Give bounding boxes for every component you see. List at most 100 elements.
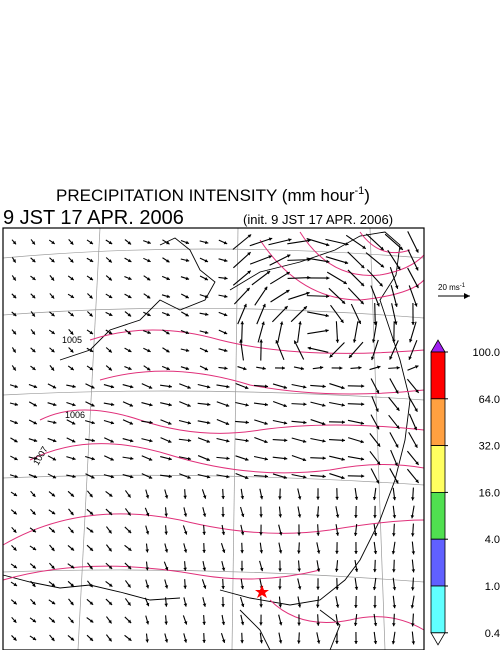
wind-vector-head xyxy=(392,569,396,572)
wind-vector-head xyxy=(145,639,149,642)
wind-vector-head xyxy=(354,605,358,608)
wind-vector-head xyxy=(335,641,339,644)
wind-vector-head xyxy=(361,474,364,478)
wind-vector-head xyxy=(188,421,191,425)
wind-vector-head xyxy=(165,639,168,642)
title: PRECIPITATION INTENSITY (mm hour-1) xyxy=(56,185,370,205)
wind-vector-head xyxy=(412,569,416,572)
wind-vector-head xyxy=(259,514,263,517)
wind-vector-head xyxy=(259,532,263,535)
wind-vector-head xyxy=(221,496,225,499)
location-star xyxy=(255,585,269,598)
wind-vector-head xyxy=(184,603,188,606)
wind-vector xyxy=(258,322,264,343)
wind-vector-head xyxy=(297,641,301,644)
contour-label: 1005 xyxy=(62,335,82,345)
lat-lon-grid xyxy=(3,228,424,650)
wind-vector-head xyxy=(149,439,152,443)
wind-vector xyxy=(308,348,329,353)
wind-vector-head xyxy=(288,238,291,242)
wind-vector-head xyxy=(130,385,133,388)
wind-vector xyxy=(372,340,379,360)
wind-vector-head xyxy=(259,622,263,625)
wind-vector xyxy=(242,321,243,343)
wind-vector xyxy=(250,256,272,264)
wind-vector-head xyxy=(373,605,377,608)
wind-vector xyxy=(408,250,418,271)
wind-vector xyxy=(307,296,329,297)
contour-label: 1007 xyxy=(31,445,50,467)
colorbar-segment xyxy=(431,586,445,633)
wind-vector xyxy=(294,341,303,360)
wind-vector-head xyxy=(354,623,358,626)
wind-vector-head xyxy=(188,439,191,443)
wind-vector-head xyxy=(165,549,168,552)
wind-vector-head xyxy=(323,475,326,479)
wind-vector xyxy=(288,293,309,300)
wind-vector-head xyxy=(164,531,168,534)
wind-vector xyxy=(278,321,282,342)
wind-vector xyxy=(238,304,247,324)
colorbar-segment xyxy=(431,492,445,539)
wind-vector xyxy=(307,330,328,333)
wind-vector-head xyxy=(224,259,227,262)
wind-vector-head xyxy=(149,403,152,406)
colorbar: 100.064.032.016.04.01.00.4 xyxy=(431,340,500,645)
wind-vector-head xyxy=(184,549,187,552)
colorbar-label: 4.0 xyxy=(485,534,500,546)
wind-vector-head xyxy=(316,587,320,590)
wind-vector-head xyxy=(316,623,320,626)
contour-label: 1006 xyxy=(65,410,85,420)
wind-vector-head xyxy=(202,532,206,535)
wind-vector xyxy=(272,306,287,322)
wind-vector xyxy=(287,260,310,261)
colorbar-segment xyxy=(431,446,445,493)
wind-vector-head xyxy=(335,569,339,572)
vector-scale-exponent: -1 xyxy=(460,283,466,289)
wind-vector xyxy=(330,343,345,358)
wind-vector-head xyxy=(326,276,329,280)
wind-vector-head xyxy=(341,457,344,461)
wind-vector xyxy=(257,304,265,324)
wind-vector-head xyxy=(203,513,206,516)
wind-vector xyxy=(375,303,376,325)
wind-vector xyxy=(409,340,417,360)
wind-vector-head xyxy=(392,623,396,626)
wind-vector xyxy=(233,252,250,268)
wind-vector-head xyxy=(207,403,210,407)
wind-vector-head xyxy=(130,439,133,442)
wind-vector-head xyxy=(278,514,282,517)
vector-scale-head xyxy=(464,293,470,299)
wind-vector-head xyxy=(335,587,339,590)
wind-vector xyxy=(298,321,301,342)
wind-vector-head xyxy=(358,366,361,370)
wind-vector-head xyxy=(145,549,149,552)
wind-vector xyxy=(408,231,419,252)
wind-vector xyxy=(354,321,358,342)
wind-vector-head xyxy=(297,568,301,571)
wind-vector-head xyxy=(411,587,415,590)
valid-time: 9 JST 17 APR. 2006 xyxy=(3,207,184,229)
wind-vector-head xyxy=(221,604,225,607)
wind-vector-head xyxy=(397,366,400,370)
wind-vector-head xyxy=(259,604,263,607)
wind-vector-head xyxy=(186,349,189,353)
wind-vector-head xyxy=(221,514,225,517)
title-exponent: -1 xyxy=(355,185,365,197)
colorbar-over xyxy=(431,340,445,352)
wind-vector-head xyxy=(393,515,397,518)
colorbar-segment xyxy=(431,539,445,586)
wind-vector-head xyxy=(354,515,358,518)
colorbar-label: 16.0 xyxy=(479,487,500,499)
wind-vector-head xyxy=(186,259,189,263)
wind-vector-head xyxy=(303,402,306,406)
wind-vector-head xyxy=(164,603,168,606)
title-text: PRECIPITATION INTENSITY (mm hour xyxy=(56,186,355,205)
vector-scale-text: 20 ms xyxy=(438,283,460,292)
wind-vector-head xyxy=(335,551,339,554)
wind-vector-head xyxy=(202,640,206,643)
wind-vector xyxy=(351,304,360,324)
wind-vector-head xyxy=(284,457,287,461)
wind-vector xyxy=(255,287,267,306)
